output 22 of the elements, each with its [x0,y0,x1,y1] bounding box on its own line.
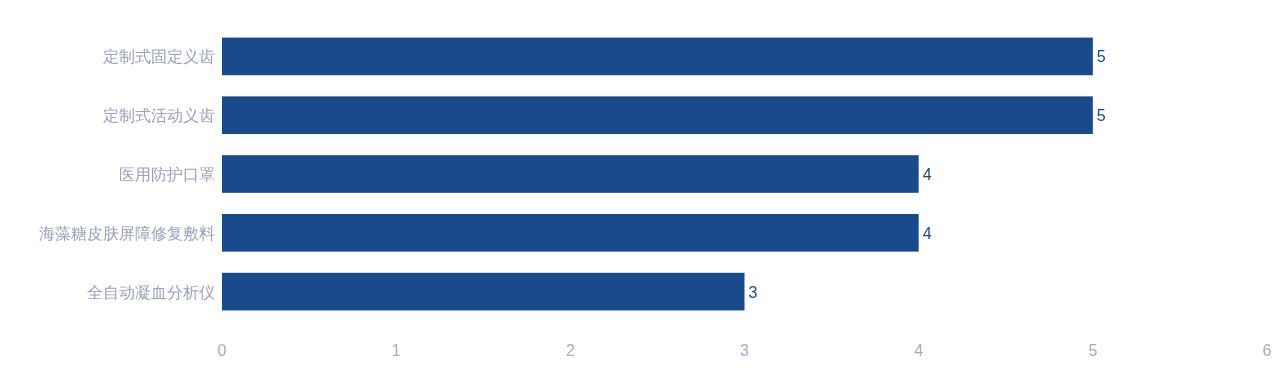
x-tick-label: 4 [914,342,924,359]
data-label: 5 [1096,48,1106,66]
y-tick-label: 海藻糖皮肤屏障修复敷料 [39,224,215,242]
data-label: 4 [922,224,932,242]
bar [222,96,1093,135]
x-tick-label: 0 [217,342,227,359]
bar [222,213,919,252]
y-tick-label: 定制式活动义齿 [103,107,215,125]
y-tick-label: 全自动凝血分析仪 [87,283,215,301]
bar [222,272,745,311]
x-tick-label: 5 [1088,342,1098,359]
x-tick-label: 1 [391,342,401,359]
x-tick-label: 2 [565,342,575,359]
x-tick-label: 6 [1262,342,1272,359]
bar [222,155,919,193]
x-tick-label: 3 [740,342,750,359]
data-label: 4 [922,166,932,183]
bar [222,37,1093,76]
data-label: 5 [1096,107,1106,125]
y-tick-label: 定制式固定义齿 [103,48,215,66]
data-label: 3 [748,283,758,301]
y-tick-label: 医用防护口罩 [119,166,215,183]
